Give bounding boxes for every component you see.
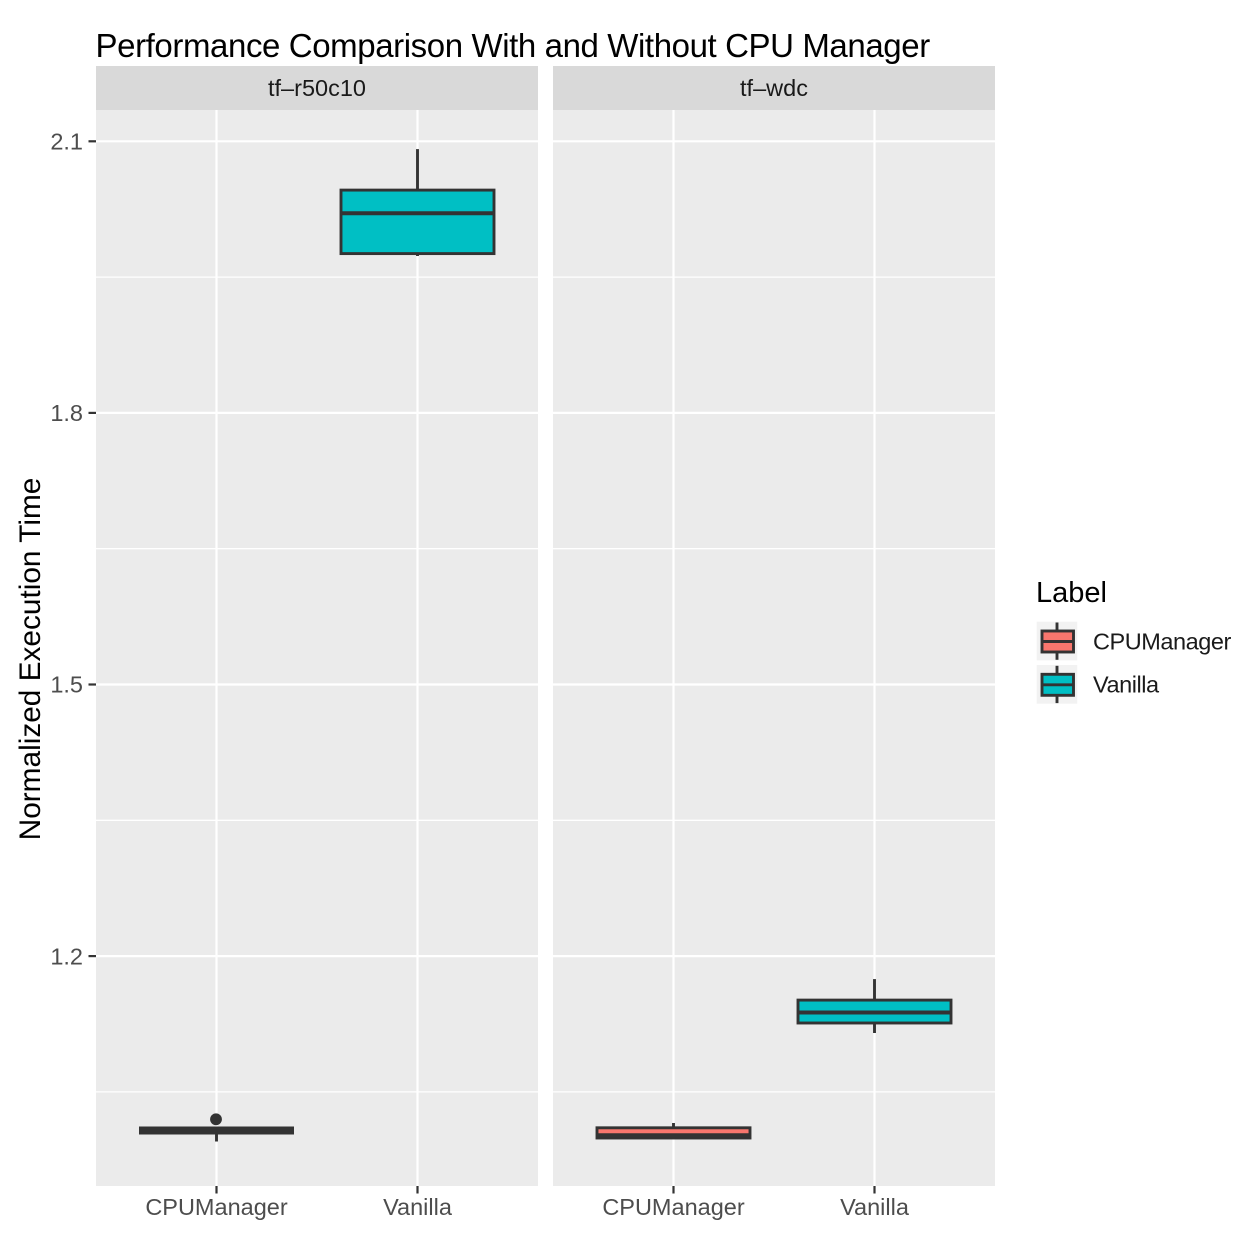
svg-text:Vanilla: Vanilla <box>840 1194 910 1220</box>
svg-text:Vanilla: Vanilla <box>383 1194 453 1220</box>
svg-text:tf–wdc: tf–wdc <box>740 75 808 101</box>
svg-text:1.8: 1.8 <box>50 400 83 426</box>
svg-text:Performance Comparison With an: Performance Comparison With and Without … <box>96 27 931 64</box>
svg-text:tf–r50c10: tf–r50c10 <box>268 75 366 101</box>
svg-text:1.2: 1.2 <box>50 943 83 969</box>
svg-text:CPUManager: CPUManager <box>1093 629 1231 655</box>
svg-text:Vanilla: Vanilla <box>1093 672 1160 698</box>
svg-text:2.1: 2.1 <box>50 129 83 155</box>
svg-text:Label: Label <box>1036 577 1107 609</box>
svg-text:Normalized Execution Time: Normalized Execution Time <box>14 478 47 841</box>
svg-text:CPUManager: CPUManager <box>145 1194 288 1220</box>
svg-text:CPUManager: CPUManager <box>602 1194 745 1220</box>
svg-text:1.5: 1.5 <box>50 672 83 698</box>
